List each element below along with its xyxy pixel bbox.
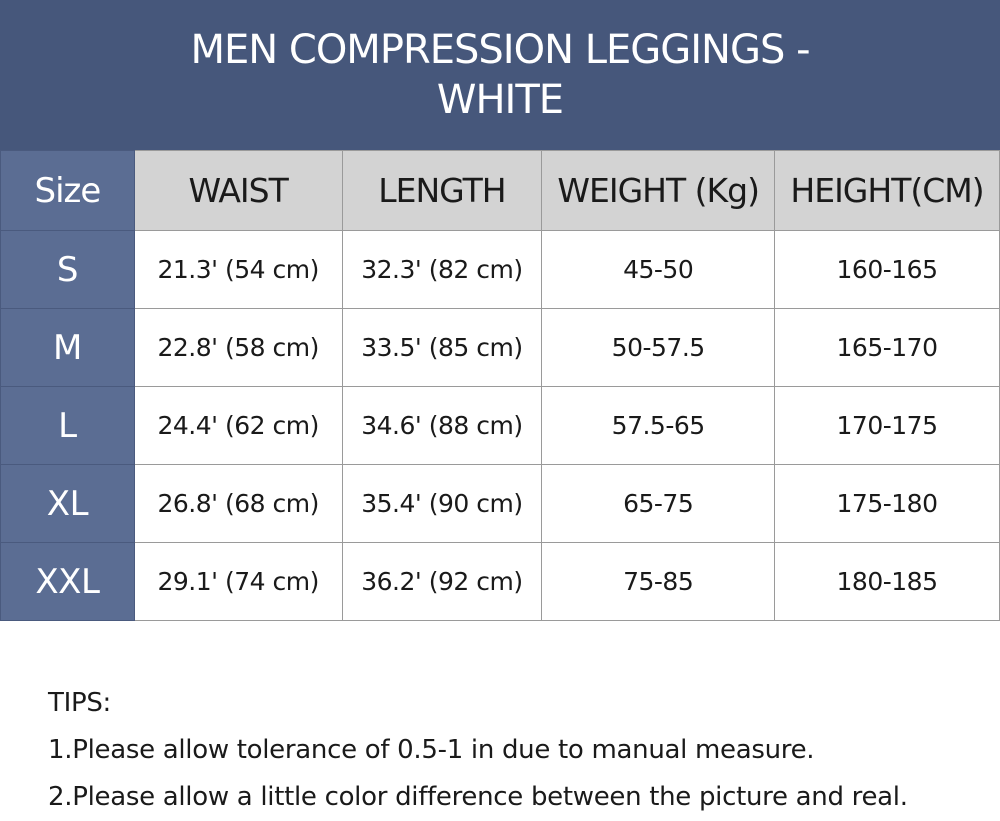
header-waist: WAIST [133,150,343,231]
header-height: HEIGHT(CM) [774,150,1000,231]
waist-cell: 24.4' (62 cm) [133,386,343,465]
length-cell: 33.5' (85 cm) [341,308,543,387]
weight-cell: 50-57.5 [541,308,776,387]
length-cell: 32.3' (82 cm) [341,230,543,309]
length-cell: 36.2' (92 cm) [341,542,543,621]
table-row: S 21.3' (54 cm) 32.3' (82 cm) 45-50 160-165 [0,230,1000,309]
tips-heading: TIPS: [48,688,111,718]
size-cell: XL [0,464,135,543]
waist-cell: 29.1' (74 cm) [133,542,343,621]
waist-cell: 22.8' (58 cm) [133,308,343,387]
size-cell: M [0,308,135,387]
header-length: LENGTH [341,150,543,231]
height-cell: 160-165 [774,230,1000,309]
length-cell: 35.4' (90 cm) [341,464,543,543]
size-cell: L [0,386,135,465]
table-row: M 22.8' (58 cm) 33.5' (85 cm) 50-57.5 165-17… [0,308,1000,387]
tips: TIPS: 1.Please allow tolerance of 0.5-1 … [48,680,908,821]
size-cell: XXL [0,542,135,621]
tip-2: 2.Please allow a little color difference… [48,782,908,812]
weight-cell: 65-75 [541,464,776,543]
header-weight: WEIGHT (Kg) [541,150,776,231]
length-cell: 34.6' (88 cm) [341,386,543,465]
title-line-1: MEN COMPRESSION LEGGINGS - [190,27,810,73]
title-line-2: WHITE [436,77,564,123]
size-cell: S [0,230,135,309]
tip-1: 1.Please allow tolerance of 0.5-1 in due… [48,735,815,765]
chart-title: MEN COMPRESSION LEGGINGS - WHITE [0,0,1000,150]
waist-cell: 26.8' (68 cm) [133,464,343,543]
weight-cell: 45-50 [541,230,776,309]
size-table: Size WAIST LENGTH WEIGHT (Kg) HEIGHT(CM)… [0,150,1000,621]
waist-cell: 21.3' (54 cm) [133,230,343,309]
table-row: L 24.4' (62 cm) 34.6' (88 cm) 57.5-65 170-17… [0,386,1000,465]
height-cell: 170-175 [774,386,1000,465]
header-row: Size WAIST LENGTH WEIGHT (Kg) HEIGHT(CM) [0,150,1000,231]
table-row: XXL 29.1' (74 cm) 36.2' (92 cm) 75-85 180-18… [0,542,1000,621]
height-cell: 165-170 [774,308,1000,387]
height-cell: 180-185 [774,542,1000,621]
weight-cell: 57.5-65 [541,386,776,465]
table-row: XL 26.8' (68 cm) 35.4' (90 cm) 65-75 175-180 [0,464,1000,543]
weight-cell: 75-85 [541,542,776,621]
height-cell: 175-180 [774,464,1000,543]
header-size: Size [0,150,135,231]
